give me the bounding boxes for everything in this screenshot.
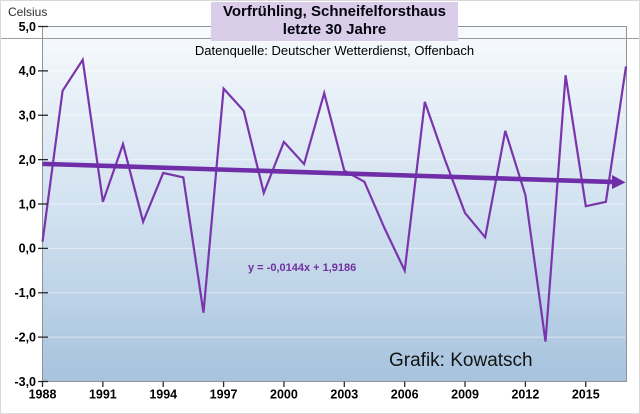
x-tick-label: 2000: [270, 388, 298, 402]
x-tick-label: 1991: [89, 388, 117, 402]
x-tick-label: 1994: [149, 388, 177, 402]
y-tick-label: -1,0: [14, 286, 36, 300]
chart-title-wrap: Vorfrühling, Schneifelforsthaus letzte 3…: [42, 2, 627, 41]
chart-title-box: Vorfrühling, Schneifelforsthaus letzte 3…: [210, 2, 459, 41]
x-axis-labels: 1988 1991 1994 1997 2000 2003 2006 2009 2012 2015: [29, 388, 600, 402]
x-tick-label: 2003: [330, 388, 358, 402]
y-tick-label: -3,0: [14, 375, 36, 389]
y-axis-labels: 5,0 4,0 3,0 2,0 1,0 0,0 -1,0 -2,0 -3,0: [14, 20, 36, 389]
y-tick-label: 4,0: [19, 64, 36, 78]
y-tick-label: 3,0: [19, 109, 36, 123]
y-tick-label: 5,0: [19, 20, 36, 34]
x-axis-ticks: [41, 381, 587, 387]
data-source-label: Datenquelle: Deutscher Wetterdienst, Off…: [194, 43, 475, 58]
x-tick-label: 2015: [572, 388, 600, 402]
x-tick-label: 2009: [451, 388, 479, 402]
y-tick-label: 2,0: [19, 153, 36, 167]
trend-equation-label: y = -0,0144x + 1,9186: [248, 262, 356, 274]
x-tick-label: 1997: [210, 388, 238, 402]
gridlines: [43, 70, 625, 338]
credit-label: Grafik: Kowatsch: [389, 350, 533, 371]
y-tick-label: -2,0: [14, 330, 36, 344]
y-axis-ticks: [38, 25, 48, 383]
x-tick-label: 1988: [29, 388, 57, 402]
y-tick-label: 1,0: [19, 197, 36, 211]
x-tick-label: 2012: [511, 388, 539, 402]
chart-title-line2: letzte 30 Jahre: [282, 21, 387, 38]
y-axis-unit-label: Celsius: [8, 5, 48, 19]
x-tick-label: 2006: [391, 388, 419, 402]
y-tick-label: 0,0: [19, 242, 36, 256]
chart-title-line1: Vorfrühling, Schneifelforsthaus: [222, 3, 447, 20]
trend-line: [42, 161, 626, 189]
temperature-series-line: [41, 56, 628, 342]
